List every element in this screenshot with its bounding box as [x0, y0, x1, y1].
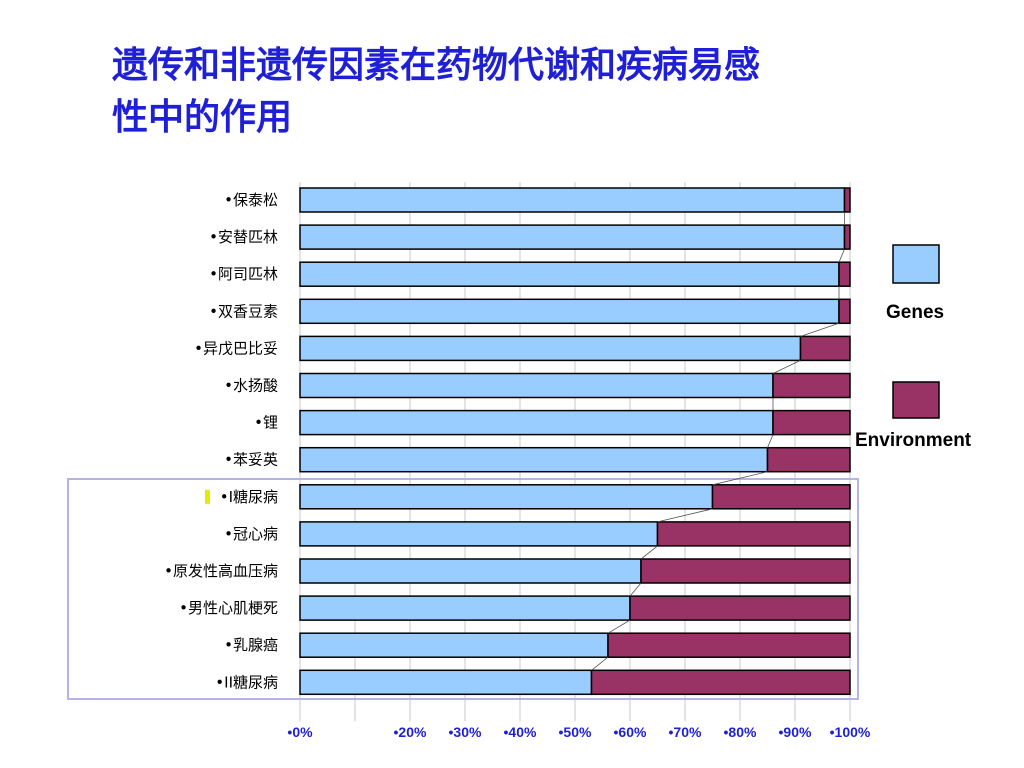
bar-genes-3: [299, 298, 840, 325]
category-label-12: •乳腺癌: [224, 636, 278, 654]
bar-genes-4: [299, 335, 802, 362]
bar-genes-5: [299, 372, 774, 399]
x-tick-label-10: •100%: [830, 724, 871, 740]
series-line-9: [640, 545, 658, 560]
title-line-1: 遗传和非遗传因素在药物代谢和疾病易感: [112, 45, 761, 86]
bar-environment-9: [656, 521, 851, 547]
bar-genes-10: [299, 558, 642, 584]
category-marker: [205, 489, 210, 504]
bar-environment-10: [640, 558, 851, 584]
series-lines: [591, 212, 845, 671]
highlight-box: [67, 478, 859, 700]
category-label-2: •阿司匹林: [209, 265, 278, 283]
legend-label-genes: Genes: [886, 302, 945, 323]
bar-environment-7: [766, 446, 851, 473]
legend-swatch-genes: [892, 244, 940, 284]
series-line-7: [712, 471, 768, 486]
category-labels: •保泰松 •安替匹林 •阿司匹林 •双香豆素 •异戊巴比妥 •水扬酸 •锂 •苯妥英 •I糖尿病…: [164, 191, 278, 691]
category-label-0: •保泰松: [224, 191, 278, 209]
bar-genes-8: [299, 484, 714, 510]
series-line-8: [657, 508, 713, 523]
x-tick-label-8: •80%: [724, 724, 757, 740]
bar-environment-13: [590, 669, 851, 696]
x-tick-label-0: •0%: [287, 724, 313, 740]
bar-genes-13: [299, 669, 593, 696]
bar-environment-11: [629, 595, 851, 621]
bar-environment-1: [843, 224, 851, 250]
bar-environment-3: [838, 298, 851, 325]
category-label-5: •水扬酸: [224, 377, 278, 395]
legend: [892, 244, 940, 419]
series-line-1: [838, 248, 845, 263]
category-label-7: •苯妥英: [224, 451, 278, 469]
bar-genes-7: [299, 446, 769, 473]
x-tick-label-5: •50%: [559, 724, 592, 740]
slide-title: 遗传和非遗传因素在药物代谢和疾病易感 性中的作用: [112, 40, 972, 144]
category-label-11: •男性心肌梗死: [179, 599, 278, 617]
title-line-2: 性中的作用: [112, 97, 293, 138]
x-tick-label-7: •70%: [669, 724, 702, 740]
bar-genes-12: [299, 632, 609, 658]
x-tick-labels: •0% •20% •30% •40% •50% •60% •70% •80% •90% •100%: [287, 724, 870, 740]
bar-genes-0: [299, 187, 846, 213]
x-tick-label-6: •60%: [614, 724, 647, 740]
bar-genes-1: [299, 224, 846, 250]
x-tick-label-2: •20%: [394, 724, 427, 740]
category-label-4: •异戊巴比妥: [194, 339, 278, 357]
series-line-10: [629, 582, 642, 597]
category-label-10: •原发性高血压病: [164, 562, 278, 580]
bars: [299, 187, 851, 696]
x-tick-label-3: •30%: [449, 724, 482, 740]
category-label-3: •双香豆素: [209, 302, 278, 320]
bar-genes-11: [299, 595, 631, 621]
series-line-12: [591, 656, 609, 671]
series-line-3: [800, 322, 840, 337]
bar-environment-0: [843, 187, 851, 213]
bar-genes-2: [299, 261, 840, 287]
bar-environment-8: [711, 484, 851, 510]
x-tick-label-9: •90%: [779, 724, 812, 740]
bar-environment-4: [799, 335, 851, 362]
legend-swatch-environment: [892, 381, 940, 419]
x-tick-label-4: •40%: [504, 724, 537, 740]
category-label-8: •I糖尿病: [220, 488, 278, 506]
category-label-6: •锂: [254, 414, 278, 432]
bar-environment-6: [772, 409, 851, 436]
bar-genes-9: [299, 521, 659, 547]
bar-environment-2: [838, 261, 851, 287]
series-line-6: [767, 434, 774, 448]
legend-label-environment: Environment: [855, 430, 972, 451]
series-line-11: [607, 619, 631, 634]
bar-environment-12: [607, 632, 851, 658]
category-label-1: •安替匹林: [209, 228, 278, 246]
bar-environment-5: [772, 372, 851, 399]
series-line-4: [772, 360, 801, 374]
bar-genes-6: [299, 409, 774, 436]
category-label-9: •冠心病: [224, 525, 278, 543]
category-label-13: •II糖尿病: [215, 673, 278, 691]
